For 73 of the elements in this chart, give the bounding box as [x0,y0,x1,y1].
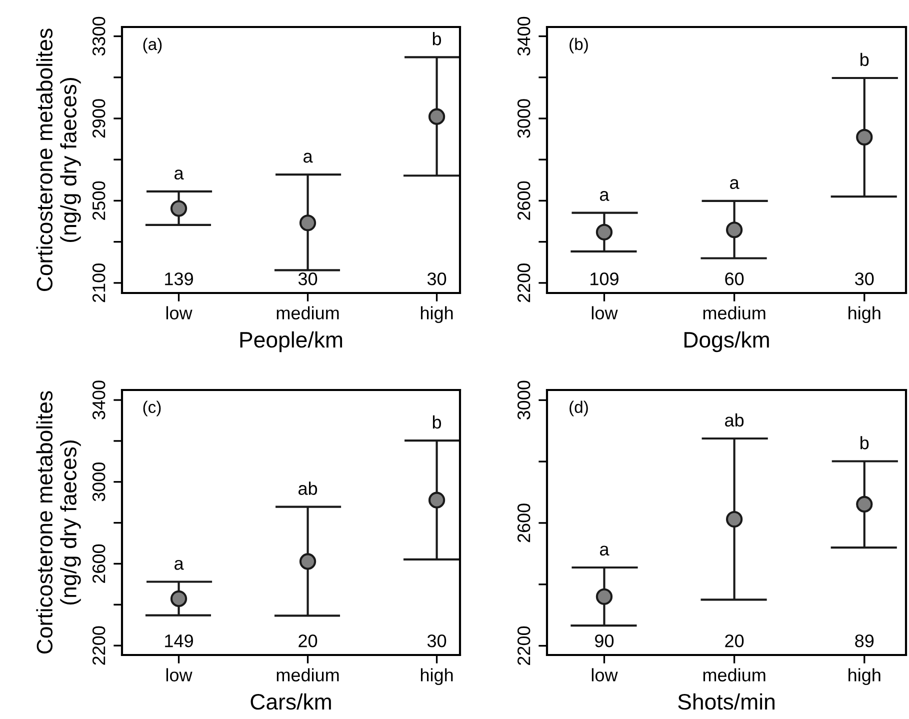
annotation: 30 [855,272,874,286]
y-tick-label: 2600 [92,544,106,583]
x-axis-title: Shots/min [678,693,774,710]
y-tick-label: 2900 [92,99,106,138]
x-tick-label: high [420,668,453,686]
point [856,496,873,513]
y-tick-label: 2200 [517,264,530,302]
annotation: ab [298,482,318,495]
annotation: a [304,152,313,163]
annotation: b [432,32,442,46]
annotation: 30 [427,272,446,286]
annotation: a [600,191,610,201]
annotation: (d) [570,400,588,416]
point [170,590,188,608]
annotation: 90 [595,634,614,648]
annotation: 30 [427,634,446,648]
x-tick-label: low [166,668,192,682]
annotation: b [432,415,442,429]
x-tick-label: high [848,306,880,324]
point [428,492,446,508]
y-tick-label: 3400 [92,380,106,420]
point [428,108,446,125]
annotation: (b) [570,38,588,54]
x-tick-label: medium [703,668,766,682]
y-tick-label: 3000 [517,99,530,138]
annotation: b [860,52,869,66]
annotation: (c) [143,400,161,416]
y-tick-label: 3000 [517,380,530,420]
annotation: 60 [725,272,744,286]
annotation: a [174,560,184,570]
y-tick-label: 2600 [517,504,530,542]
annotation: 89 [855,634,874,648]
annotation: (a) [143,38,162,54]
x-tick-label: high [420,306,453,324]
y-axis-title: Corticosterone metabolites (ng/g dry faeces) [36,28,81,292]
point [726,222,743,238]
annotation: 139 [165,272,193,286]
point [170,200,188,217]
annotation: 20 [298,634,318,648]
x-tick-label: low [592,668,618,682]
y-tick-label: 3000 [92,462,106,502]
y-tick-label: 2200 [92,626,106,665]
x-tick-label: low [166,306,192,320]
x-tick-label: high [848,668,880,686]
annotation: b [860,436,869,450]
y-tick-label: 3400 [517,16,530,56]
point [596,224,613,240]
x-axis-title: Cars/km [250,693,331,710]
x-tick-label: medium [276,668,339,682]
point [299,553,316,570]
x-axis-title: Dogs/km [684,331,769,352]
annotation: ab [725,413,744,427]
point [299,214,316,232]
y-tick-label: 3300 [92,16,106,56]
y-axis-title: Corticosterone metabolites (ng/g dry faeces) [36,391,81,654]
y-tick-label: 2600 [517,181,530,220]
y-tick-label: 2200 [517,626,530,665]
annotation: a [600,546,610,556]
annotation: 149 [165,634,193,648]
annotation: 20 [725,634,744,648]
point [596,588,613,605]
y-tick-label: 2500 [92,181,106,220]
point [856,128,873,146]
annotation: 109 [590,272,618,286]
x-tick-label: medium [703,306,766,320]
x-axis-title: People/km [240,331,342,352]
x-tick-label: low [592,306,618,320]
annotation: a [730,179,740,190]
annotation: a [174,170,184,180]
point [726,510,743,528]
x-tick-label: medium [276,306,339,320]
annotation: 30 [298,272,318,286]
y-tick-label: 2100 [92,264,106,302]
